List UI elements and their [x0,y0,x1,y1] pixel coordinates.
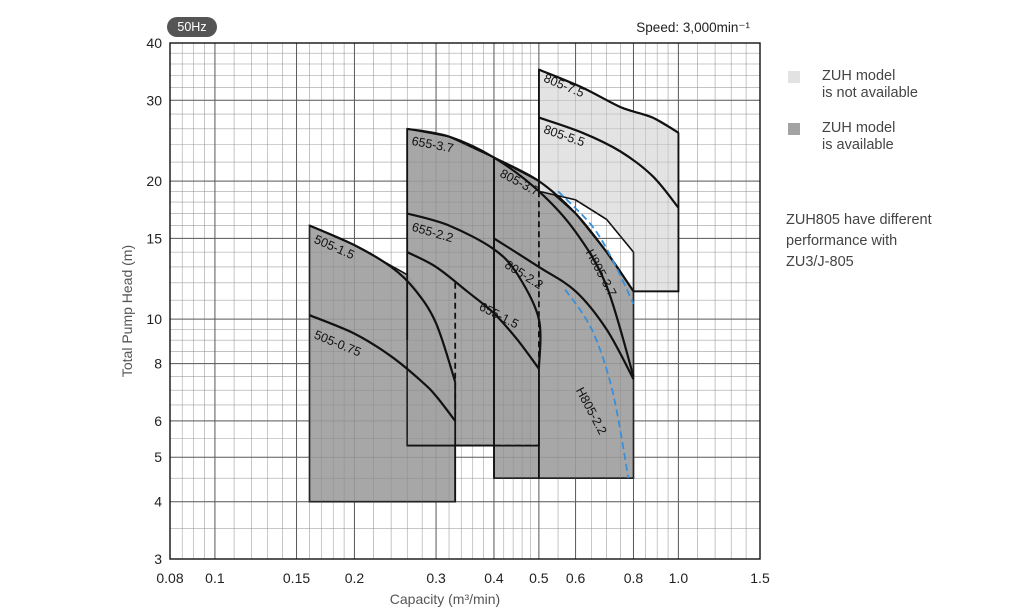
frequency-badge: 50Hz [167,17,217,37]
boundary-line [633,132,680,293]
series-line [406,127,635,377]
x-tick-label: 1.5 [750,570,770,586]
legend: ZUH model is not available ZUH model is … [786,68,1006,172]
series-line [564,289,630,479]
y-tick-label: 15 [146,230,162,246]
zuh805-note: ZUH805 have different performance with Z… [786,212,932,270]
legend-label: ZUH model is available [822,120,896,153]
x-tick-label: 0.6 [566,570,586,586]
series-line [309,314,457,422]
speed-label: Speed: 3,000min⁻¹ [636,20,750,35]
y-tick-label: 3 [154,551,162,567]
series-line [538,116,680,209]
y-tick-label: 40 [146,35,162,51]
series-line [309,224,457,383]
y-tick-label: 20 [146,173,162,189]
legend-swatch-dark [788,123,800,135]
legend-swatch-light [788,71,800,83]
x-tick-label: 1.0 [669,570,689,586]
legend-label: ZUH model is not available [822,68,918,101]
legend-item-available: ZUH model is available [786,120,1006,154]
series-line [493,237,635,380]
x-tick-label: 0.2 [345,570,365,586]
series-line [538,68,679,134]
y-tick-label: 5 [154,449,162,465]
x-tick-label: 0.8 [624,570,644,586]
x-tick-label: 0.08 [156,570,183,586]
y-tick-label: 8 [154,356,162,372]
y-tick-label: 4 [154,494,162,510]
y-tick-label: 10 [146,311,162,327]
x-axis-title: Capacity (m³/min) [390,591,500,607]
y-axis-title: Total Pump Head (m) [119,245,135,377]
x-tick-label: 0.15 [283,570,310,586]
series-line [406,212,542,369]
x-tick-label: 0.5 [529,570,549,586]
series-line [557,190,635,305]
y-tick-label: 30 [146,92,162,108]
x-tick-label: 0.4 [484,570,504,586]
x-tick-label: 0.1 [205,570,225,586]
y-tick-label: 6 [154,413,162,429]
plot-frame [169,42,761,560]
series-line [406,251,540,370]
x-tick-label: 0.3 [426,570,446,586]
legend-item-not-available: ZUH model is not available [786,68,1006,102]
